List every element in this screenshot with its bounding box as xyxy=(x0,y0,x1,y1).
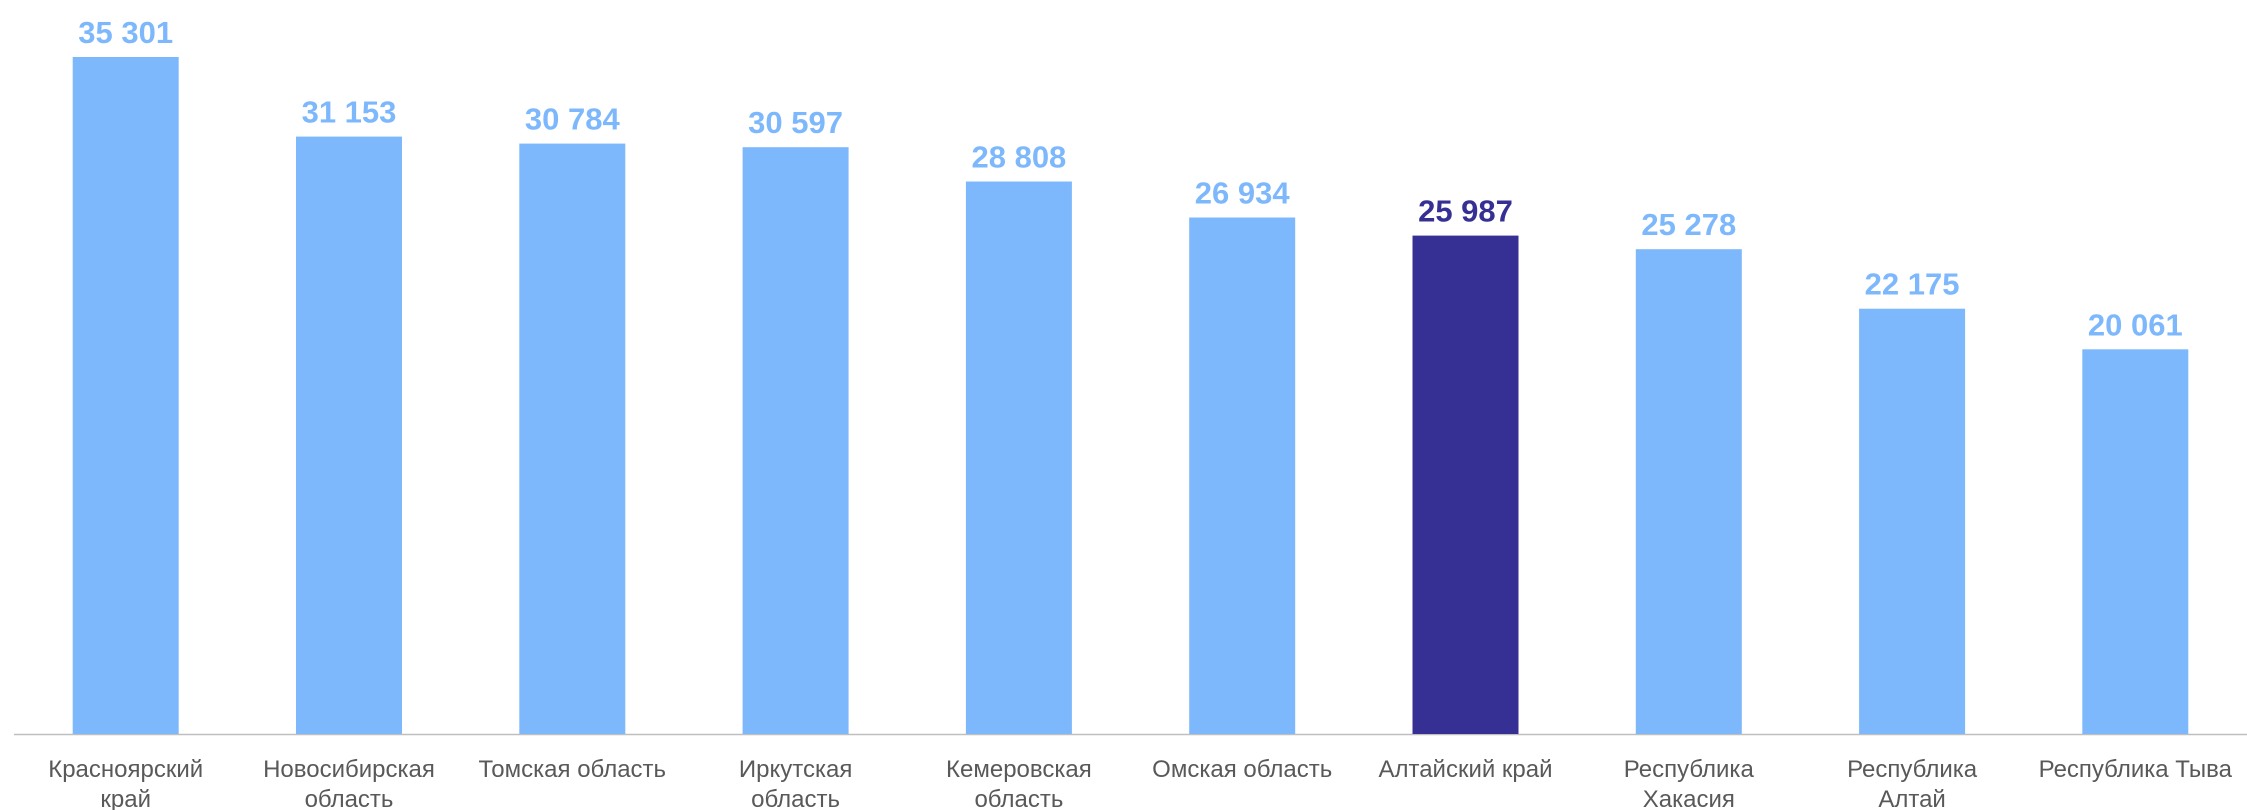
category-label-line: область xyxy=(305,786,394,810)
data-label: 30 784 xyxy=(525,102,621,137)
category-label-line: Алтай xyxy=(1878,786,1946,810)
bar xyxy=(1859,308,1966,734)
category-label: Новосибирская область xyxy=(263,756,435,810)
category-label-line: Новосибирская xyxy=(263,756,435,783)
bar xyxy=(72,57,179,734)
bar xyxy=(1189,217,1296,734)
category-label: Республика Тыва xyxy=(2039,756,2233,783)
category-label: Кемеровская область xyxy=(946,756,1092,810)
category-label: Иркутская область xyxy=(739,756,852,810)
category-label-line: область xyxy=(974,786,1063,810)
category-label-line: Хакасия xyxy=(1643,786,1735,810)
bar xyxy=(1635,249,1742,734)
category-label-line: Республика xyxy=(1624,756,1755,783)
bar xyxy=(296,136,402,735)
data-label: 31 153 xyxy=(302,95,397,130)
data-label: 25 987 xyxy=(1418,194,1513,229)
data-label: 25 278 xyxy=(1641,207,1736,242)
category-label-line: Иркутская xyxy=(739,756,852,783)
bar xyxy=(742,147,849,734)
data-label: 30 597 xyxy=(748,105,843,140)
category-label-line: Кемеровская xyxy=(946,756,1092,783)
category-label: Республика Алтай xyxy=(1847,756,1978,810)
category-label-line: Алтайский край xyxy=(1378,756,1552,783)
category-label: Республика Хакасия xyxy=(1624,756,1755,810)
category-label-line: Красноярский xyxy=(48,756,203,783)
category-label-line: область xyxy=(751,786,840,810)
bar xyxy=(519,143,626,735)
category-label: Томская область xyxy=(479,756,667,783)
category-label-line: Томская область xyxy=(479,756,667,783)
category-label-line: Республика Тыва xyxy=(2039,756,2233,783)
data-label: 20 061 xyxy=(2088,307,2183,342)
category-label: Алтайский край xyxy=(1378,756,1552,783)
bar xyxy=(965,181,1072,734)
data-label: 26 934 xyxy=(1195,176,1291,211)
category-label-line: Республика xyxy=(1847,756,1978,783)
category-label: Омская область xyxy=(1152,756,1332,783)
data-label: 22 175 xyxy=(1865,267,1960,302)
data-label: 35 301 xyxy=(78,15,173,50)
data-label: 28 808 xyxy=(971,140,1066,175)
bar xyxy=(1412,235,1519,734)
category-label: Красноярский край xyxy=(48,756,203,810)
category-label-line: Омская область xyxy=(1152,756,1332,783)
bar xyxy=(2082,349,2189,734)
category-label-line: край xyxy=(100,786,151,810)
